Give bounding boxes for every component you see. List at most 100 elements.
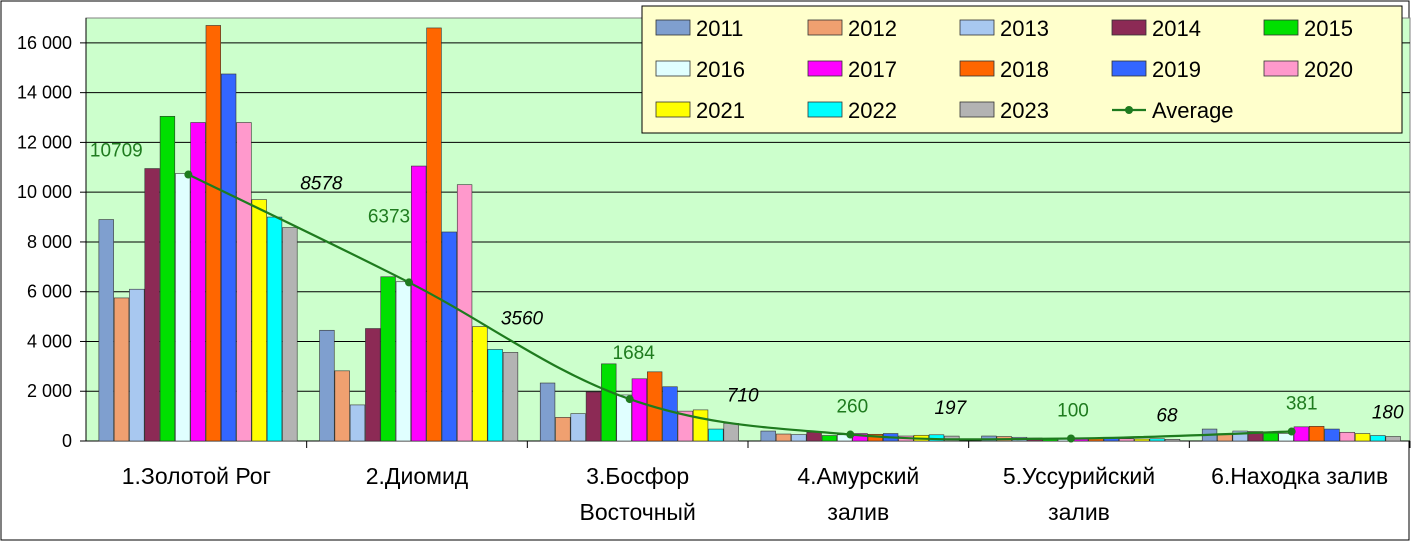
bar-2015 [159, 115, 176, 442]
bar-2019 [1324, 428, 1340, 442]
bar-2016 [616, 394, 632, 442]
legend-label: 2021 [696, 98, 745, 123]
bar-2017 [190, 122, 206, 442]
average-label: 100 [1057, 401, 1089, 422]
legend-swatch [1263, 19, 1299, 36]
bar-2016 [395, 281, 412, 442]
y-tick-label: 0 [62, 431, 72, 451]
y-tick-label: 2 000 [27, 381, 72, 401]
annotation-2023: 710 [727, 385, 759, 406]
bar-2021 [1134, 438, 1150, 442]
legend-swatch [959, 19, 995, 36]
bar-2020 [677, 410, 693, 442]
legend-label: 2017 [848, 57, 897, 82]
bar-2013 [1232, 430, 1248, 442]
annotation-2023: 180 [1372, 403, 1404, 424]
legend-marker [1125, 106, 1133, 114]
legend-label: 2020 [1304, 57, 1353, 82]
bar-2014 [144, 168, 160, 442]
bar-2019 [662, 386, 678, 442]
y-tick-label: 10 000 [17, 182, 72, 202]
average-point [625, 395, 634, 404]
bar-2011 [319, 329, 335, 442]
bar-2018 [205, 25, 221, 442]
bar-2017 [1293, 426, 1310, 442]
category-label: 1.Золотой Рог [122, 463, 271, 489]
legend-label: Average [1152, 98, 1234, 123]
legend-label: 2018 [1000, 57, 1049, 82]
legend-swatch [959, 60, 995, 77]
category-label: 6.Находка залив [1211, 463, 1388, 489]
bar-2015 [601, 363, 617, 442]
average-label: 260 [836, 397, 868, 418]
bar-2017 [631, 378, 648, 442]
category-label: залив [827, 499, 889, 525]
bar-2014 [1247, 431, 1264, 442]
legend-swatch [1111, 60, 1147, 77]
legend-swatch [655, 19, 691, 36]
y-tick-label: 4 000 [27, 331, 72, 351]
legend-label: 2014 [1152, 16, 1201, 41]
annotation-2023: 8578 [300, 174, 343, 195]
legend-label: 2011 [696, 16, 743, 41]
bar-2012 [775, 433, 792, 442]
bar-2018 [426, 27, 442, 442]
bar-2011 [760, 430, 776, 442]
average-line [187, 173, 1292, 441]
bar-2013 [570, 413, 586, 442]
y-tick-label: 12 000 [17, 132, 72, 152]
annotation-2023: 68 [1156, 405, 1178, 426]
legend-swatch [1111, 19, 1147, 36]
legend-swatch [655, 101, 691, 118]
average-label: 6373 [368, 206, 410, 227]
legend-label: 2012 [848, 16, 897, 41]
bar-2015 [380, 276, 396, 442]
average-label: 10709 [90, 141, 143, 162]
bar-2018 [1309, 426, 1325, 442]
legend-label: 2016 [696, 57, 745, 82]
legend-label: 2022 [848, 98, 897, 123]
bar-2013 [129, 288, 145, 442]
y-tick-label: 6 000 [27, 282, 72, 302]
bar-2021 [472, 326, 488, 442]
bar-2014 [585, 391, 602, 442]
average-point [405, 278, 413, 287]
bar-2023 [1385, 436, 1401, 442]
bar-2017 [411, 165, 427, 442]
bar-2022 [487, 349, 503, 442]
legend-label: 2019 [1152, 57, 1201, 82]
category-label: Восточный [580, 499, 696, 525]
bar-2012 [555, 417, 571, 442]
bar-2012 [113, 297, 130, 442]
average-point [846, 430, 855, 439]
category-label: 5.Уссурийский [1003, 463, 1155, 489]
legend-swatch [959, 101, 995, 118]
legend-swatch [807, 101, 843, 118]
bar-2021 [692, 409, 709, 442]
y-tick-label: 8 000 [27, 232, 72, 252]
annotation-2023: 197 [934, 398, 967, 419]
legend-label: 2015 [1304, 16, 1353, 41]
y-tick-label: 14 000 [17, 83, 72, 103]
bar-2011 [539, 382, 556, 442]
bar-2012 [334, 370, 350, 442]
bar-2022 [708, 428, 724, 442]
legend-label: 2013 [1000, 16, 1049, 41]
bar-2011 [98, 219, 114, 442]
bar-2020 [1118, 438, 1135, 442]
bar-2021 [251, 199, 267, 442]
bar-2013 [349, 404, 366, 442]
legend-swatch [807, 19, 843, 36]
bar-2023 [1164, 439, 1181, 442]
bar-2014 [365, 328, 381, 442]
bar-2023 [502, 352, 519, 442]
category-label: 4.Амурский [797, 463, 919, 489]
bar-2014 [806, 431, 822, 442]
legend-swatch [807, 60, 843, 77]
average-point [1067, 434, 1075, 443]
bar-2020 [1339, 431, 1355, 442]
y-tick-label: 16 000 [17, 33, 72, 53]
bar-2022 [1370, 435, 1386, 442]
